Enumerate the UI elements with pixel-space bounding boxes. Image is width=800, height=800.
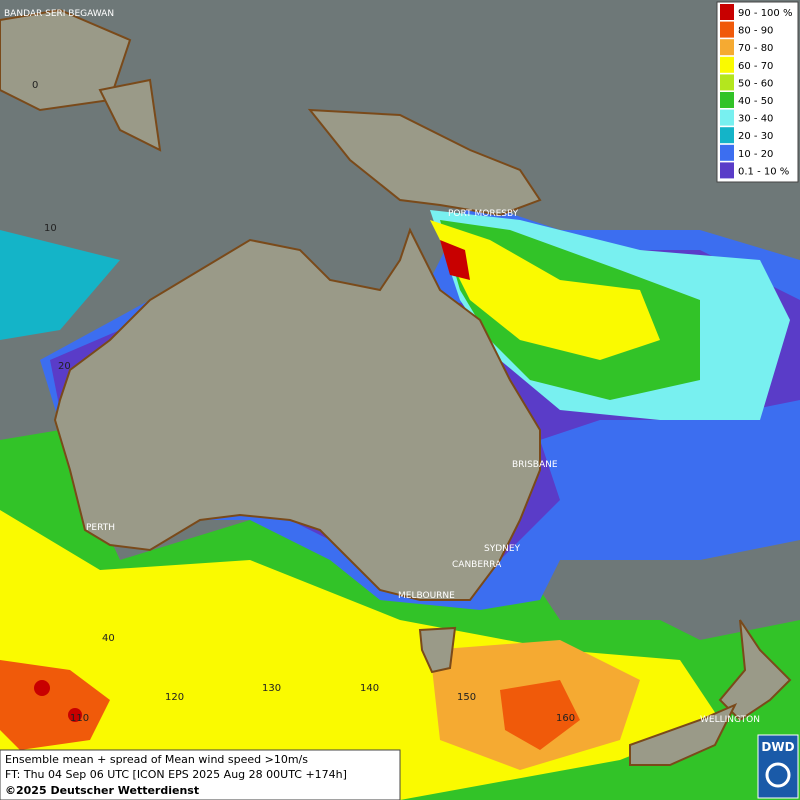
legend-label: 90 - 100 %	[738, 8, 792, 19]
australia	[53, 227, 541, 601]
legend-label: 20 - 30	[738, 131, 773, 142]
caption-line: FT: Thu 04 Sep 06 UTC [ICON EPS 2025 Aug…	[5, 768, 347, 781]
legend-swatch	[720, 109, 734, 126]
city-label: PORT MORESBY	[448, 209, 519, 219]
legend-label: 0.1 - 10 %	[738, 166, 789, 177]
lat-label: 20	[58, 361, 71, 372]
field	[500, 680, 580, 750]
field	[34, 680, 50, 696]
city-label: CANBERRA	[452, 560, 502, 570]
tasmania	[418, 626, 457, 674]
city-label: WELLINGTON	[700, 715, 760, 725]
city-label: BRISBANE	[512, 460, 558, 470]
lon-label: 140	[360, 683, 379, 694]
lon-label: 110	[70, 713, 89, 724]
legend-swatch	[720, 127, 734, 144]
legend-swatch	[720, 162, 734, 179]
field	[0, 230, 120, 340]
lat-label: 40	[102, 633, 115, 644]
legend-label: 30 - 40	[738, 114, 773, 125]
legend-swatch	[720, 56, 734, 73]
new-guinea	[307, 108, 542, 217]
caption-line: ©2025 Deutscher Wetterdienst	[5, 784, 199, 797]
legend: 90 - 100 % 80 - 90 70 - 80 60 - 70 50 - 60 40…	[716, 1, 799, 183]
city-label: SYDNEY	[484, 544, 521, 554]
nz-north	[718, 619, 792, 722]
sulawesi	[98, 78, 162, 152]
field	[440, 240, 470, 280]
lon-label: 120	[165, 692, 184, 703]
lon-label: 160	[556, 713, 575, 724]
legend-swatch	[720, 39, 734, 56]
lon-label: 150	[457, 692, 476, 703]
lon-label: 130	[262, 683, 281, 694]
field	[0, 660, 110, 750]
city-label: BANDAR SERI BEGAWAN	[4, 9, 114, 19]
field	[68, 708, 82, 722]
legend-label: 80 - 90	[738, 26, 773, 37]
legend-swatch	[720, 21, 734, 38]
legend-label: 50 - 60	[738, 78, 773, 89]
city-label: MELBOURNE	[398, 591, 455, 601]
legend-label: 60 - 70	[738, 61, 773, 72]
lat-label: 10	[44, 223, 57, 234]
legend-swatch	[720, 92, 734, 108]
field	[430, 220, 660, 360]
caption-line: Ensemble mean + spread of Mean wind spee…	[5, 753, 308, 766]
logo: DWD	[761, 740, 794, 754]
lat-label: 0	[32, 80, 38, 91]
nz-south	[629, 703, 738, 766]
legend-swatch	[720, 144, 734, 161]
caption-box	[0, 749, 401, 800]
legend-swatch	[720, 74, 734, 91]
legend-label: 70 - 80	[738, 43, 773, 54]
legend-label: 40 - 50	[738, 96, 773, 107]
logo-swirl	[765, 762, 791, 788]
legend-label: 10 - 20	[738, 149, 773, 160]
city-label: PERTH	[86, 523, 115, 533]
legend-swatch	[720, 4, 734, 20]
